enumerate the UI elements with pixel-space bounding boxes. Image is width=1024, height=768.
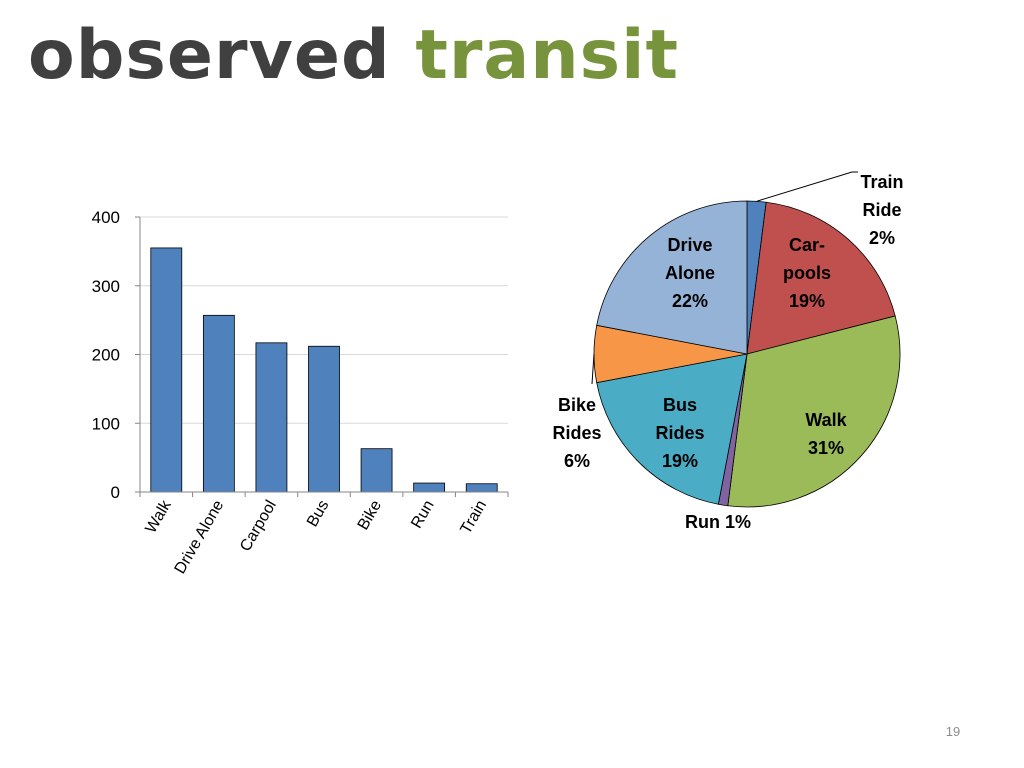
y-tick-label: 100 [92,414,120,433]
slide-title: observed transit [28,14,679,98]
bar-bus [308,345,340,493]
title-word-observed: observed [28,16,391,95]
pie-label: Drive [667,235,712,255]
pie-label: Car- [789,235,825,255]
pie-leader-line [756,171,858,202]
pie-label: 19% [662,451,698,471]
y-tick-label: 400 [92,208,120,227]
pie-label: Bike [558,395,596,415]
pie-label: 31% [808,438,844,458]
pie-label: 22% [672,291,708,311]
pie-label: Bus [663,395,697,415]
pie-label: 6% [564,451,590,471]
x-tick-label: Drive Alone [172,497,228,576]
pie-label: pools [783,263,831,283]
page-number: 19 [945,724,961,739]
pie-slice-walk [727,315,901,508]
bar-bike [360,448,393,493]
y-tick-label: 0 [111,483,120,502]
bar-run [413,482,446,493]
x-tick-label: Bike [355,497,385,533]
pie-label: 2% [869,228,895,248]
x-tick-label: Train [458,498,491,538]
pie-label: Rides [655,423,704,443]
pie-label: Walk [805,410,847,430]
pie-leader-line [591,353,595,385]
pie-slice-drive-alone [596,200,748,355]
y-tick-label: 300 [92,277,120,296]
pie-label: Rides [552,423,601,443]
pie-slice-bus-rides [596,353,748,505]
bar-drive-alone [202,314,235,493]
x-tick-label: Run [408,498,437,532]
x-tick-label: Bus [304,498,333,530]
pie-chart: Train Ride 2% Car-pools 19% Walk 31% Run 1% Bus R… [552,171,904,532]
pie-label: Alone [665,263,715,283]
bar-train [465,483,498,493]
pie-label: Ride [862,200,901,220]
title-word-transit: transit [415,16,679,95]
y-tick-label: 200 [92,346,120,365]
pie-slice-car-pools [746,201,896,355]
pie-label: Run 1% [685,512,751,532]
bar-walk [150,247,183,493]
x-tick-label: Carpool [237,498,280,555]
pie-label: Train [860,172,903,192]
x-tick-label: Walk [143,497,176,537]
pie-label: 19% [789,291,825,311]
bar-carpool [255,342,288,493]
